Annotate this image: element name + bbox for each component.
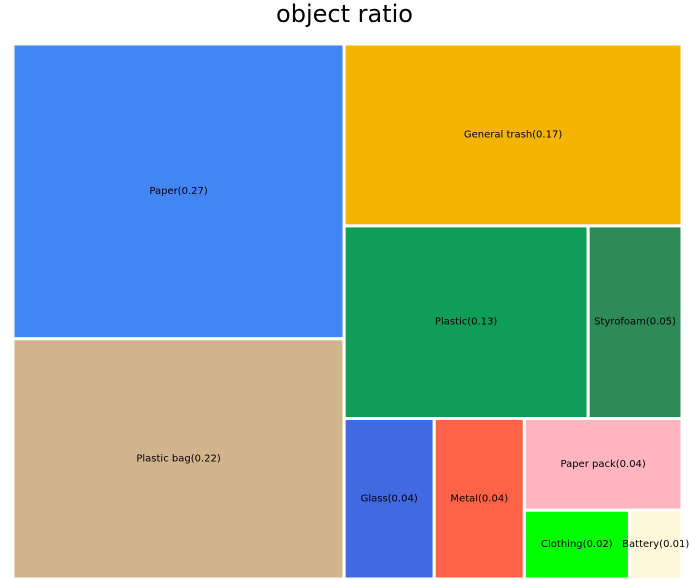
treemap-label-styrofoam: Styrofoam(0.05): [594, 317, 676, 328]
treemap-label-paper: Paper(0.27): [149, 186, 207, 197]
treemap-cell-plastic-bag: Plastic bag(0.22): [11, 337, 346, 579]
treemap-cell-styrofoam: Styrofoam(0.05): [586, 224, 684, 420]
treemap-rect-clothing: [522, 508, 631, 579]
treemap-rect-plastic: [342, 224, 590, 420]
chart-title: object ratio: [276, 0, 413, 28]
treemap-rect-plastic-bag: [11, 337, 346, 579]
treemap-label-paper-pack: Paper pack(0.04): [560, 459, 645, 470]
treemap-label-glass: Glass(0.04): [361, 493, 418, 504]
treemap-rect-general-trash: [342, 42, 684, 228]
treemap-cell-battery: Battery(0.01): [622, 508, 689, 579]
treemap-cell-glass: Glass(0.04): [342, 417, 436, 579]
treemap-cell-metal: Metal(0.04): [432, 417, 526, 579]
treemap-label-plastic-bag: Plastic bag(0.22): [136, 453, 221, 464]
treemap-label-battery: Battery(0.01): [622, 539, 689, 550]
treemap-label-clothing: Clothing(0.02): [541, 539, 613, 550]
treemap-label-general-trash: General trash(0.17): [464, 129, 562, 140]
treemap-rect-styrofoam: [586, 224, 684, 420]
treemap-rect-glass: [342, 417, 436, 579]
treemap-cell-plastic: Plastic(0.13): [342, 224, 590, 420]
treemap-cell-clothing: Clothing(0.02): [522, 508, 631, 579]
treemap-cell-paper: Paper(0.27): [11, 42, 346, 341]
treemap-rect-battery: [627, 508, 684, 579]
treemap-rect-paper: [11, 42, 346, 341]
treemap-label-metal: Metal(0.04): [450, 493, 508, 504]
treemap-cell-general-trash: General trash(0.17): [342, 42, 684, 228]
treemap-cell-paper-pack: Paper pack(0.04): [522, 417, 684, 512]
treemap-rect-metal: [432, 417, 526, 579]
treemap-label-plastic: Plastic(0.13): [435, 317, 498, 328]
